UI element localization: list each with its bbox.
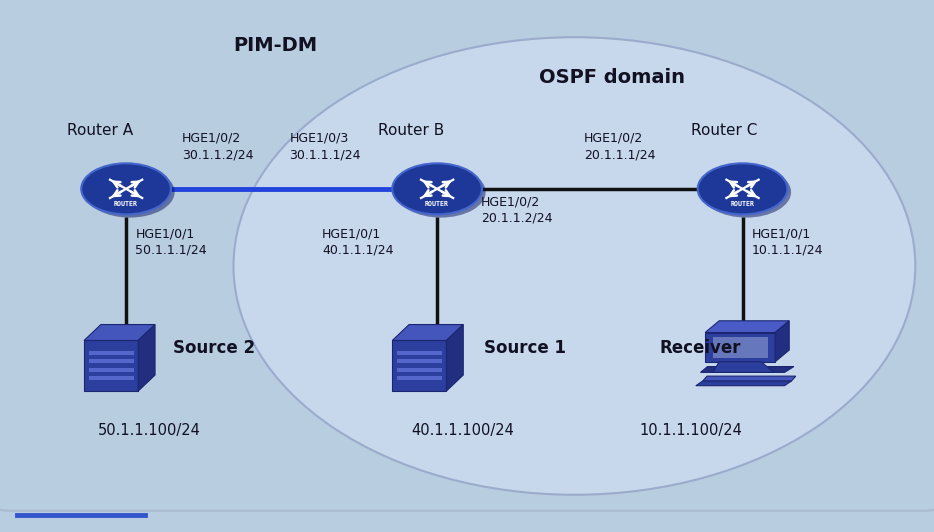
Text: 50.1.1.100/24: 50.1.1.100/24 — [98, 423, 201, 438]
Text: ROUTER: ROUTER — [425, 201, 449, 206]
Polygon shape — [89, 376, 134, 380]
Text: 10.1.1.100/24: 10.1.1.100/24 — [640, 423, 743, 438]
Ellipse shape — [234, 37, 915, 495]
Polygon shape — [702, 376, 796, 381]
Polygon shape — [705, 332, 775, 362]
Polygon shape — [705, 321, 789, 332]
Circle shape — [701, 167, 791, 218]
Polygon shape — [84, 325, 155, 340]
Text: 40.1.1.100/24: 40.1.1.100/24 — [411, 423, 514, 438]
Polygon shape — [89, 360, 134, 363]
Text: Source 2: Source 2 — [173, 339, 255, 358]
Text: PIM-DM: PIM-DM — [234, 36, 318, 55]
Text: Receiver: Receiver — [659, 339, 741, 358]
Polygon shape — [392, 340, 446, 391]
Text: ROUTER: ROUTER — [114, 201, 138, 206]
Polygon shape — [84, 340, 138, 391]
Polygon shape — [700, 367, 794, 372]
Text: Router A: Router A — [67, 123, 134, 138]
Polygon shape — [397, 360, 442, 363]
Circle shape — [85, 167, 175, 218]
Text: ROUTER: ROUTER — [730, 201, 755, 206]
Text: HGE1/0/2
20.1.1.2/24: HGE1/0/2 20.1.1.2/24 — [481, 195, 553, 225]
Polygon shape — [397, 368, 442, 372]
Text: Router C: Router C — [691, 123, 757, 138]
Text: HGE1/0/2
20.1.1.1/24: HGE1/0/2 20.1.1.1/24 — [584, 131, 656, 161]
Text: HGE1/0/1
10.1.1.1/24: HGE1/0/1 10.1.1.1/24 — [752, 227, 824, 257]
Polygon shape — [397, 376, 442, 380]
FancyBboxPatch shape — [0, 0, 934, 511]
Polygon shape — [89, 351, 134, 355]
Polygon shape — [696, 381, 792, 386]
Circle shape — [698, 163, 787, 214]
Polygon shape — [775, 321, 789, 362]
Circle shape — [396, 167, 486, 218]
Polygon shape — [397, 351, 442, 355]
Circle shape — [81, 163, 171, 214]
Text: OSPF domain: OSPF domain — [539, 68, 685, 87]
Polygon shape — [713, 362, 773, 372]
Polygon shape — [138, 325, 155, 391]
Text: HGE1/0/3
30.1.1.1/24: HGE1/0/3 30.1.1.1/24 — [290, 131, 361, 161]
Text: Source 1: Source 1 — [484, 339, 566, 358]
Text: HGE1/0/1
40.1.1.1/24: HGE1/0/1 40.1.1.1/24 — [322, 227, 394, 257]
Polygon shape — [446, 325, 463, 391]
Text: HGE1/0/2
30.1.1.2/24: HGE1/0/2 30.1.1.2/24 — [182, 131, 254, 161]
Polygon shape — [89, 368, 134, 372]
Polygon shape — [392, 325, 463, 340]
Text: Router B: Router B — [378, 123, 445, 138]
Circle shape — [392, 163, 482, 214]
Polygon shape — [713, 337, 768, 358]
Text: HGE1/0/1
50.1.1.1/24: HGE1/0/1 50.1.1.1/24 — [135, 227, 207, 257]
